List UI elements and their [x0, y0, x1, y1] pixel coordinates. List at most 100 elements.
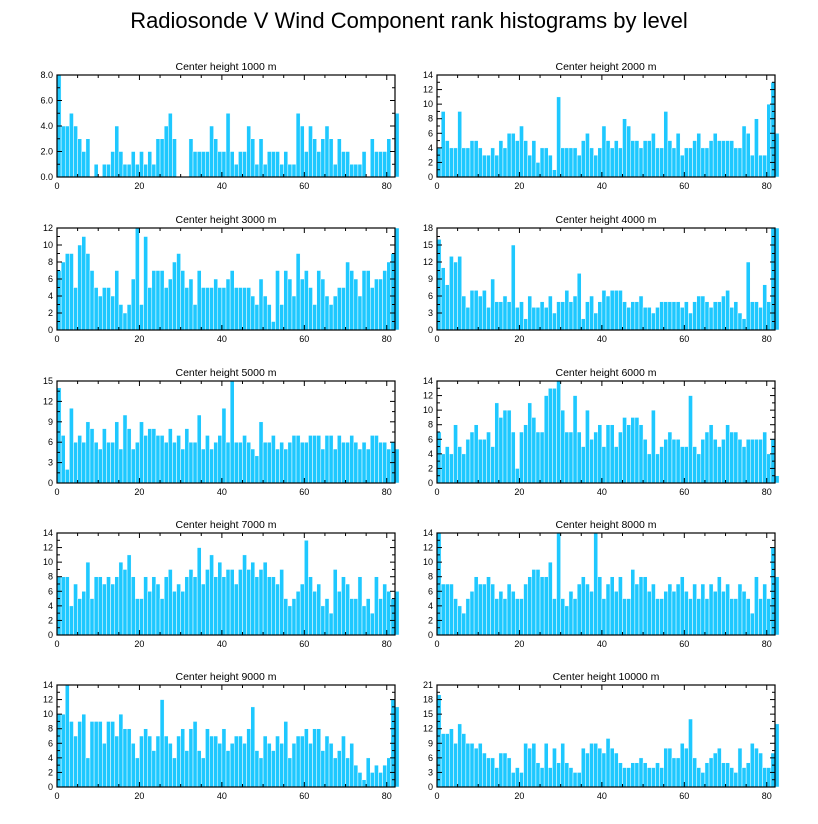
histogram-bar	[651, 312, 656, 331]
histogram-bar	[560, 409, 566, 484]
histogram-bar	[299, 125, 305, 178]
histogram-bar	[774, 227, 780, 331]
histogram-bar	[184, 287, 190, 331]
histogram-bar	[188, 728, 194, 788]
histogram-bar	[246, 569, 251, 636]
histogram-bar	[453, 424, 458, 484]
histogram-bar	[155, 735, 161, 788]
panel-subtitle: Center height 2000 m	[556, 61, 657, 73]
histogram-bar	[585, 301, 590, 331]
histogram-bar	[725, 424, 730, 484]
histogram-bar	[556, 380, 561, 484]
histogram-bar	[634, 417, 640, 484]
histogram-bar	[172, 138, 177, 178]
histogram-bar	[246, 287, 251, 331]
histogram-bar	[332, 448, 338, 484]
histogram-bar	[370, 612, 375, 636]
histogram-bar	[349, 270, 355, 331]
histogram-bar	[444, 140, 450, 178]
histogram-bar	[444, 733, 450, 788]
histogram-bar	[453, 147, 458, 178]
histogram-bar	[576, 431, 582, 484]
histogram-bar	[535, 162, 541, 178]
x-tick-label: 80	[762, 791, 772, 801]
x-tick-label: 20	[134, 181, 144, 191]
histogram-bar	[229, 151, 235, 178]
y-tick-label: 12	[423, 257, 433, 267]
x-tick-label: 20	[134, 639, 144, 649]
histogram-bar	[337, 591, 342, 636]
y-tick-label: 12	[423, 724, 433, 734]
histogram-bar	[469, 140, 475, 178]
y-tick-label: 6	[48, 586, 53, 596]
histogram-bar	[490, 583, 495, 636]
histogram-bar	[510, 591, 516, 636]
histogram-bar	[184, 428, 190, 484]
histogram-bar	[291, 743, 297, 788]
histogram-bar	[135, 164, 140, 178]
histogram-bar	[750, 301, 755, 331]
histogram-bar	[332, 295, 338, 331]
y-tick-label: 12	[43, 223, 53, 233]
histogram-bar	[708, 583, 714, 636]
histogram-bar	[597, 424, 603, 484]
y-tick-label: 14	[43, 680, 53, 690]
histogram-bar	[646, 453, 652, 484]
histogram-bar	[365, 448, 371, 484]
histogram-bar	[564, 605, 570, 636]
histogram-bar	[642, 762, 648, 788]
x-tick-label: 80	[762, 334, 772, 344]
y-tick-label: 0	[48, 782, 53, 792]
y-tick-label: 10	[43, 557, 53, 567]
histogram-bar	[139, 421, 144, 484]
histogram-bar	[126, 304, 132, 331]
histogram-bar	[486, 757, 491, 788]
histogram-bar	[721, 762, 726, 788]
x-tick-label: 20	[514, 181, 524, 191]
histogram-bar	[717, 301, 722, 331]
histogram-bar	[457, 723, 462, 788]
histogram-bar	[320, 605, 326, 636]
histogram-bar	[758, 439, 763, 484]
histogram-bar	[486, 154, 491, 178]
histogram-bar	[737, 439, 743, 484]
histogram-bar	[477, 439, 483, 484]
histogram-bar	[581, 747, 586, 788]
histogram-bar	[572, 147, 578, 178]
x-tick-label: 0	[434, 791, 439, 801]
histogram-bar	[349, 164, 355, 178]
x-tick-label: 60	[299, 487, 309, 497]
histogram-bar	[320, 278, 326, 331]
histogram-bar	[729, 431, 735, 484]
histogram-bar	[118, 448, 124, 484]
histogram-bar	[473, 290, 479, 331]
histogram-bar	[506, 757, 512, 788]
histogram-panel-6: Center height 6000 m 0 2 4 6 8 10 12 14 0 20 40 60 80	[423, 367, 780, 497]
histogram-panel-2: Center height 2000 m 0 2 4 6 8 10 12 14 0 20 40 60 80	[423, 61, 780, 191]
histogram-bar	[613, 446, 619, 484]
histogram-bar	[671, 439, 677, 484]
histogram-bar	[130, 576, 136, 636]
histogram-bar	[469, 591, 475, 636]
histogram-bar	[135, 441, 140, 484]
histogram-bar	[89, 721, 95, 788]
histogram-bar	[85, 138, 91, 178]
histogram-bar	[646, 307, 652, 331]
histogram-bar	[486, 307, 491, 331]
histogram-bar	[159, 270, 165, 331]
histogram-bar	[618, 762, 623, 788]
histogram-bar	[581, 318, 586, 331]
histogram-bar	[114, 125, 120, 178]
histogram-bar	[209, 554, 214, 636]
histogram-bar	[453, 261, 458, 331]
histogram-bar	[449, 453, 454, 484]
x-tick-label: 20	[514, 334, 524, 344]
histogram-bar	[361, 441, 367, 484]
histogram-bar	[77, 598, 82, 636]
histogram-bar	[213, 735, 219, 788]
histogram-bar	[151, 270, 157, 331]
histogram-bar	[700, 439, 706, 484]
histogram-bar	[762, 583, 768, 636]
histogram-bar	[659, 301, 664, 331]
histogram-bar	[118, 151, 124, 178]
